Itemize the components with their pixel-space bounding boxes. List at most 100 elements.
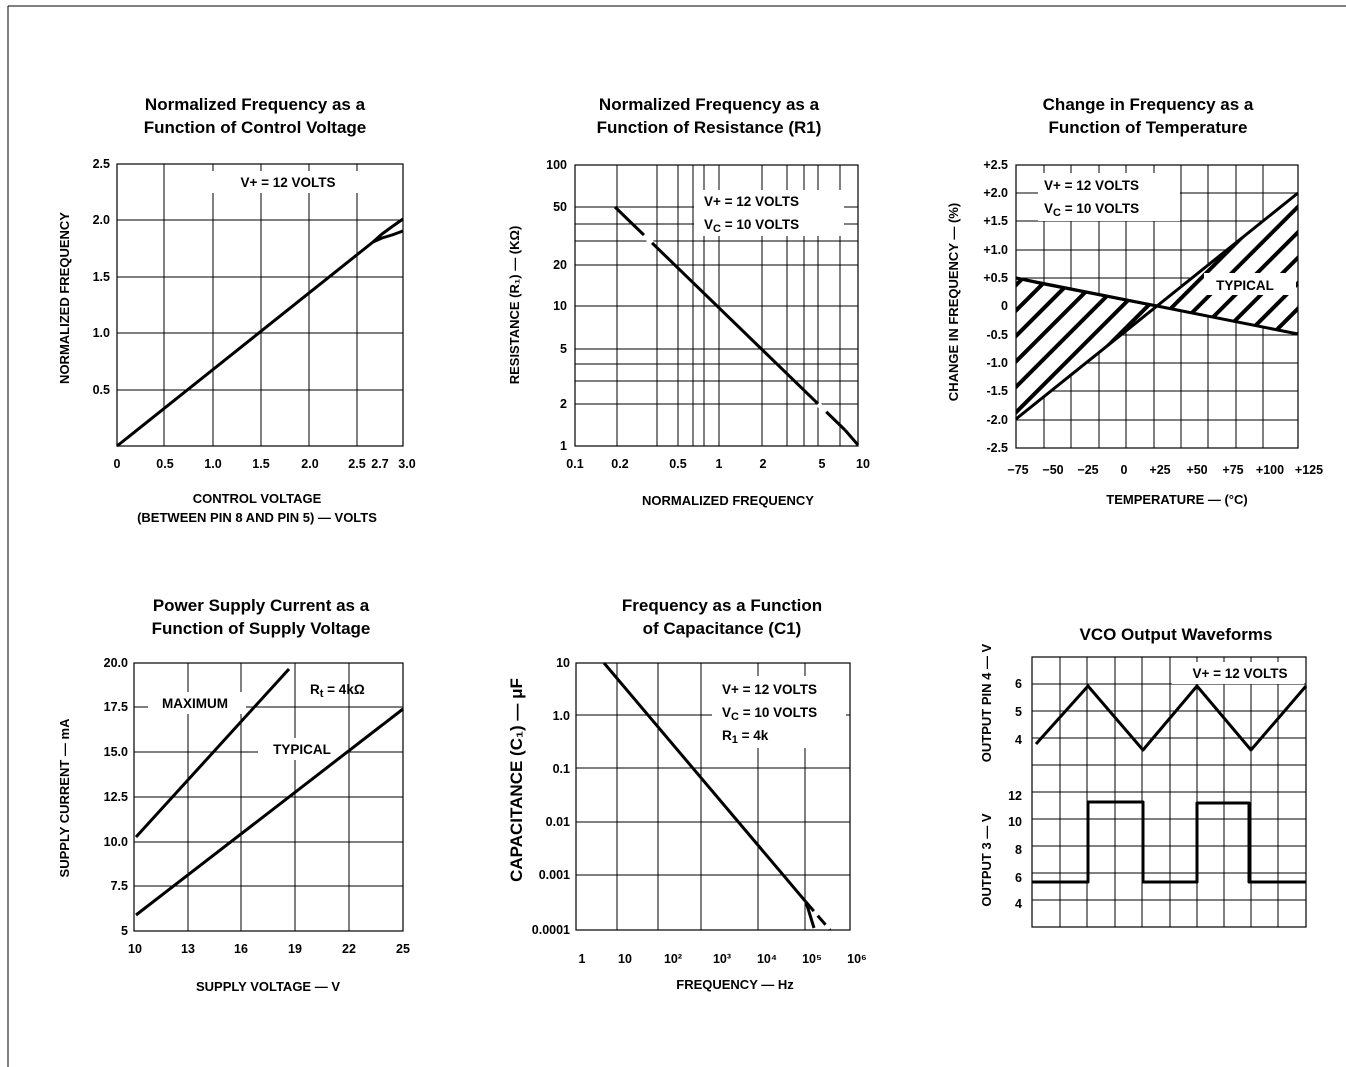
chart6-ytick-bottom: 8 (1015, 843, 1022, 857)
chart2-title-line2: Function of Resistance (R1) (597, 118, 822, 137)
chart2-ytick: 2 (560, 397, 567, 411)
chart1-legend-box (212, 171, 362, 193)
chart3-ytick: -2.0 (986, 413, 1008, 427)
chart4-xtick: 25 (396, 942, 410, 956)
chart6-series-square (1032, 800, 1306, 884)
chart2-dash-gap (642, 233, 654, 245)
chart6-ytick-bottom: 10 (1008, 815, 1022, 829)
chart1-ytick: 0.5 (93, 383, 110, 397)
chart-vco-waveforms: VCO Output Waveforms V+ = 12 VOLTS 6 (979, 625, 1308, 928)
chart3-ytick: 0 (1001, 299, 1008, 313)
chart1-xtick: 0 (114, 457, 121, 471)
chart5-series-tail-b (804, 901, 832, 931)
chart4-xtick: 10 (128, 942, 142, 956)
chart6-annotation: V+ = 12 VOLTS (1192, 666, 1287, 681)
chart1-ytick: 2.5 (93, 157, 110, 171)
chart1-xtick: 2.7 (371, 457, 388, 471)
chart3-ytick: -1.0 (986, 356, 1008, 370)
chart4-ytick: 5 (121, 924, 128, 938)
chart1-title-line2: Function of Control Voltage (144, 118, 367, 137)
chart6-series-triangle (1034, 684, 1308, 752)
chart5-xtick: 10⁶ (847, 952, 867, 966)
chart3-xtick: +100 (1256, 463, 1284, 477)
chart2-ylabel: RESISTANCE (R₁) — (KΩ) (507, 226, 522, 385)
chart2-ytick: 5 (560, 342, 567, 356)
chart4-ytick: 17.5 (104, 700, 128, 714)
chart1-xtick: 1.5 (252, 457, 269, 471)
chart3-hatch-right (1157, 193, 1298, 334)
chart2-annotation-vc: VC = 10 VOLTS (704, 217, 799, 235)
chart5-series (602, 662, 808, 903)
chart5-series-tail-a (804, 901, 816, 929)
chart6-ytick-bottom: 4 (1015, 897, 1022, 911)
chart-resistance: Normalized Frequency as a Function of Re… (507, 95, 870, 508)
chart4-ytick: 7.5 (111, 879, 128, 893)
chart3-xtick: −75 (1007, 463, 1028, 477)
chart5-ytick: 1.0 (553, 709, 570, 723)
chart3-typical-label: TYPICAL (1216, 278, 1274, 293)
chart5-ytick: 0.001 (539, 868, 570, 882)
chart1-title-line1: Normalized Frequency as a (145, 95, 366, 114)
chart4-plot-area (133, 662, 404, 932)
chart3-annotation-vplus: V+ = 12 VOLTS (1044, 178, 1139, 193)
chart4-series-typical (135, 707, 404, 917)
chart2-xtick: 2 (760, 457, 767, 471)
chart-capacitance: Frequency as a Function of Capacitance (… (507, 596, 867, 992)
chart4-maximum-box (148, 692, 246, 714)
chart2-title-line1: Normalized Frequency as a (599, 95, 820, 114)
chart5-ytick: 10 (556, 656, 570, 670)
chart6-ytick-top: 6 (1015, 677, 1022, 691)
chart6-grid (1032, 657, 1306, 927)
chart5-ytick: 0.01 (546, 815, 570, 829)
chart4-ytick: 12.5 (104, 790, 128, 804)
chart4-xtick: 16 (234, 942, 248, 956)
chart3-xtick: +125 (1295, 463, 1323, 477)
chart3-plot-area (1015, 164, 1299, 449)
chart1-ylabel: NORMALIZED FREQUENCY (57, 212, 72, 384)
chart3-series-typical (1015, 276, 1158, 308)
chart2-ytick: 1 (560, 439, 567, 453)
chart1-annotation: V+ = 12 VOLTS (240, 175, 335, 190)
chart5-legend-box (712, 676, 846, 748)
chart5-title-line2: of Capacitance (C1) (643, 619, 802, 638)
chart3-ytick: +2.0 (983, 186, 1008, 200)
chart-temperature: Change in Frequency as a Function of Tem… (946, 95, 1323, 507)
chart1-plot-area (116, 163, 404, 447)
chart4-ytick: 10.0 (104, 835, 128, 849)
chart1-grid (117, 164, 403, 446)
chart3-typical-box (1204, 273, 1296, 295)
chart1-xlabel-line2: (BETWEEN PIN 8 AND PIN 5) — VOLTS (137, 510, 377, 525)
chart2-ytick: 10 (553, 299, 567, 313)
chart1-xtick: 1.0 (204, 457, 221, 471)
chart4-annotation-rt: Rt = 4kΩ (310, 682, 365, 700)
chart2-ytick: 100 (546, 158, 567, 172)
chart-supply-current: Power Supply Current as a Function of Su… (57, 596, 410, 994)
chart3-xtick: −25 (1077, 463, 1098, 477)
chart1-xtick: 2.0 (301, 457, 318, 471)
chart3-xtick: +25 (1149, 463, 1170, 477)
chart3-ylabel: CHANGE IN FREQUENCY — (%) (946, 203, 961, 401)
chart1-xtick: 2.5 (348, 457, 365, 471)
chart4-ytick: 15.0 (104, 745, 128, 759)
chart2-xtick: 0.1 (566, 457, 583, 471)
chart1-xtick: 0.5 (156, 457, 173, 471)
chart1-series-alt (372, 229, 404, 244)
chart6-ytick-top: 4 (1015, 733, 1022, 747)
chart2-xtick: 5 (819, 457, 826, 471)
chart4-title-line2: Function of Supply Voltage (152, 619, 371, 638)
chart4-ytick: 20.0 (104, 656, 128, 670)
chart5-xtick: 10⁴ (757, 952, 777, 966)
chart1-xtick: 3.0 (398, 457, 415, 471)
chart1-series-main (116, 217, 404, 448)
chart-control-voltage: Normalized Frequency as a Function of Co… (57, 95, 416, 525)
chart3-ytick: +0.5 (983, 271, 1008, 285)
chart5-xtick: 1 (579, 952, 586, 966)
chart3-ytick: -1.5 (986, 384, 1008, 398)
chart5-plot-area (575, 662, 851, 931)
chart6-plot-area (1031, 656, 1307, 928)
chart1-ytick: 1.5 (93, 270, 110, 284)
chart6-ylabel-pin4: OUTPUT PIN 4 — V (979, 643, 994, 762)
chart2-plot-area (574, 164, 859, 447)
chart3-hatch-left (1016, 278, 1157, 419)
